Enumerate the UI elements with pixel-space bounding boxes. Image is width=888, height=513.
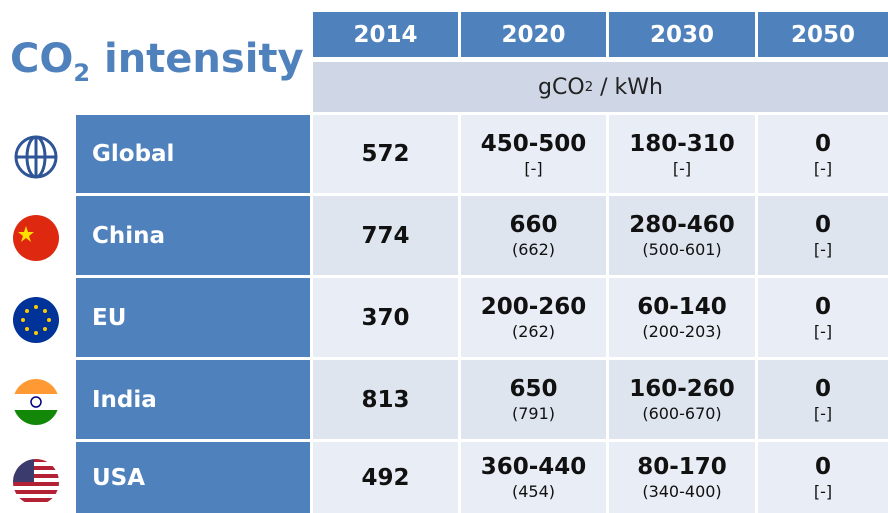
table-cell: 280-460 (500-601) [609, 196, 755, 275]
cell-note: (200-203) [642, 322, 722, 341]
cell-value: 0 [814, 376, 831, 402]
cell-note: [-] [813, 240, 833, 259]
cell-note: (791) [511, 404, 556, 423]
cell-value: 813 [361, 386, 410, 413]
column-header: 2030 [609, 12, 755, 57]
table-cell: 774 [313, 196, 458, 275]
table-cell: 660 (662) [461, 196, 606, 275]
cell-note: [-] [524, 158, 543, 178]
cell-value: 572 [361, 141, 410, 167]
table-cell: 0 [-] [758, 196, 888, 275]
cell-value: 200-260 [480, 294, 587, 320]
cell-value: 370 [361, 304, 410, 331]
title-text: intensity [90, 36, 304, 82]
title: CO2 intensity [10, 36, 304, 87]
row-name: China [76, 196, 310, 275]
table-cell: 370 [313, 278, 458, 357]
table-cell: 0 [-] [758, 115, 888, 193]
cell-value: 80-170 [637, 454, 727, 480]
cell-value: 650 [509, 376, 558, 402]
cell-value: 0 [814, 454, 831, 480]
table-cell: 160-260 (600-670) [609, 360, 755, 439]
eu-flag [13, 297, 59, 343]
column-header: 2050 [758, 12, 888, 57]
table-cell: 0 [-] [758, 360, 888, 439]
cell-note: [-] [813, 322, 833, 341]
usa-flag [13, 459, 59, 505]
table-cell: 572 [313, 115, 458, 193]
china-flag [13, 215, 59, 261]
unit-subscript: 2 [584, 79, 594, 95]
table-cell: 80-170 (340-400) [609, 442, 755, 513]
table-cell: 813 [313, 360, 458, 439]
unit-text: gCO [538, 74, 585, 100]
column-header: 2014 [313, 12, 458, 57]
row-name: EU [76, 278, 310, 357]
cell-value: 180-310 [629, 130, 735, 157]
cell-note: (340-400) [642, 482, 722, 501]
cell-value: 492 [361, 464, 410, 491]
cell-value: 160-260 [629, 376, 735, 402]
cell-note: (662) [511, 240, 556, 259]
table-cell: 650 (791) [461, 360, 606, 439]
cell-note: (600-670) [642, 404, 722, 423]
table-cell: 0 [-] [758, 442, 888, 513]
india-flag [13, 379, 59, 425]
table-cell: 360-440 (454) [461, 442, 606, 513]
cell-value: 280-460 [629, 212, 735, 238]
table-cell: 200-260 (262) [461, 278, 606, 357]
cell-value: 774 [361, 222, 410, 249]
row-name: Global [76, 115, 310, 193]
row-name: India [76, 360, 310, 439]
cell-value: 0 [814, 212, 831, 238]
unit-row: gCO 2 / kWh [313, 62, 888, 112]
cell-note: [-] [672, 158, 692, 178]
unit-text: / kWh [593, 74, 663, 100]
cell-value: 0 [814, 294, 831, 320]
globe-icon [14, 135, 58, 179]
cell-note: [-] [813, 158, 833, 178]
table-cell: 180-310 [-] [609, 115, 755, 193]
cell-note: [-] [813, 404, 833, 423]
title-subscript: 2 [73, 59, 91, 87]
cell-note: (500-601) [642, 240, 722, 259]
cell-value: 60-140 [637, 294, 727, 320]
cell-value: 450-500 [480, 130, 587, 157]
cell-value: 0 [814, 130, 831, 157]
table-cell: 60-140 (200-203) [609, 278, 755, 357]
cell-value: 360-440 [480, 454, 587, 480]
row-name: USA [76, 442, 310, 513]
cell-value: 660 [509, 212, 558, 238]
title-text: CO [10, 36, 74, 82]
column-header: 2020 [461, 12, 606, 57]
cell-note: (454) [511, 482, 556, 501]
table-cell: 492 [313, 442, 458, 513]
table-cell: 0 [-] [758, 278, 888, 357]
table-cell: 450-500 [-] [461, 115, 606, 193]
cell-note: [-] [813, 482, 833, 501]
cell-note: (262) [511, 322, 556, 341]
